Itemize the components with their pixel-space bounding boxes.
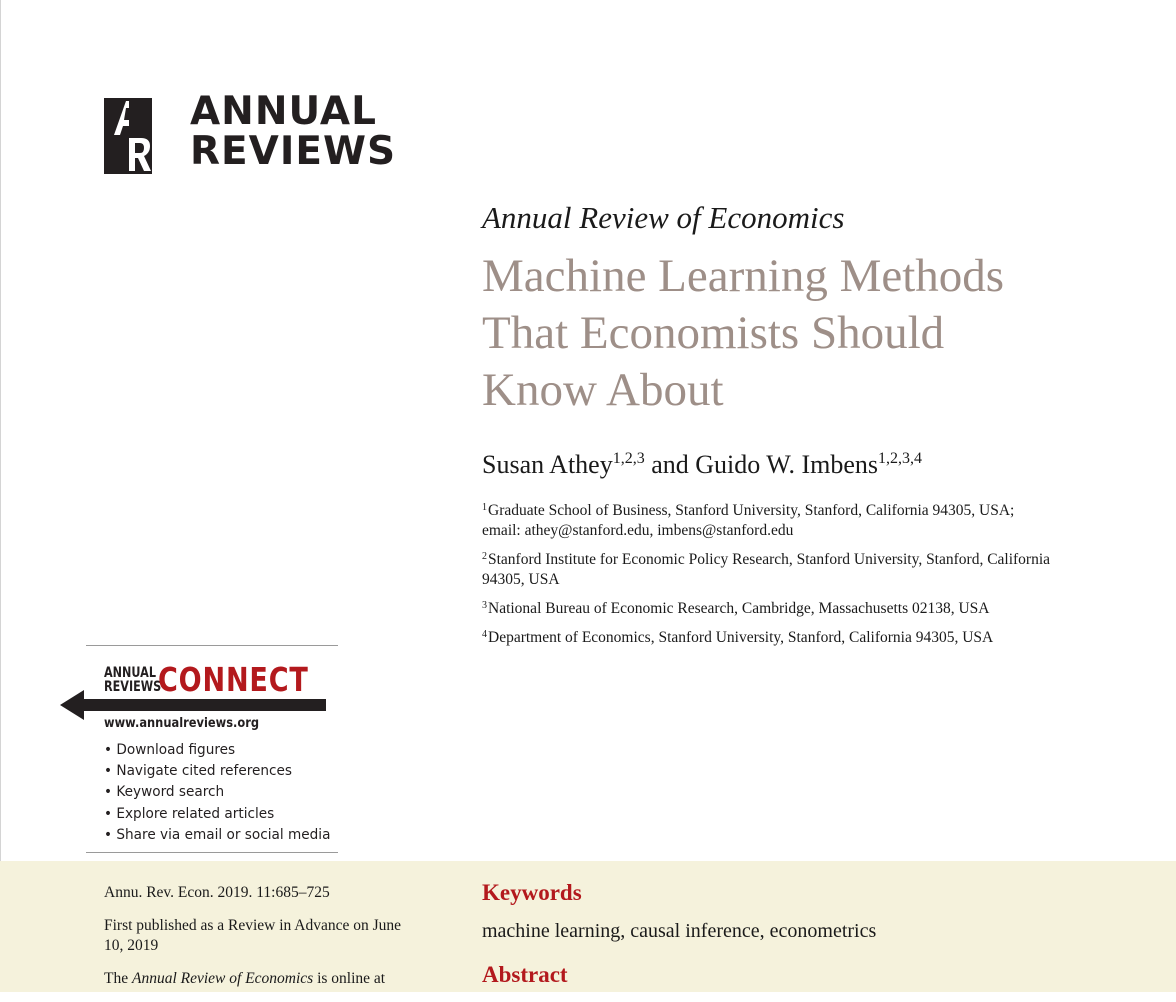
title-line: Know About [482,364,724,416]
connect-small-line: REVIEWS [104,678,162,695]
affiliation-number: 2 [482,551,487,562]
left-arrow-icon [60,690,326,720]
connect-feature-item: • Download figures [104,742,236,758]
article-title: Machine Learning Methods That Economists… [482,248,1122,419]
author-line: Susan Athey1,2,3 and Guido W. Imbens1,2,… [482,450,922,480]
connect-feature-item: • Keyword search [104,784,225,801]
affiliation-item: 3National Bureau of Economic Research, C… [482,596,1052,619]
annual-reviews-connect-box: ANNUAL REVIEWS CONNECT www.annualreviews… [60,645,338,853]
citation-online-journal: Annual Review of Economics [131,970,314,987]
author-affiliation-sup: 1,2,3,4 [878,450,923,467]
logo-word-annual: ANNUAL [190,89,377,134]
page-edge-rule [0,0,1,992]
ar-logo-mark-icon [104,98,152,174]
citation-block: Annu. Rev. Econ. 2019. 11:685–725 First … [104,883,404,1002]
abstract-heading: Abstract [482,962,568,987]
affiliation-item: 1Graduate School of Business, Stanford U… [482,498,1052,541]
author-conjunction: and [651,450,689,479]
connect-small-line: ANNUAL [104,664,156,681]
connect-url-link[interactable]: www.annualreviews.org [104,716,260,731]
citation-online-pre: The [104,970,132,987]
connect-feature-item: • Explore related articles [104,805,275,822]
affiliations: 1Graduate School of Business, Stanford U… [482,498,1052,654]
logo-word-reviews: REVIEWS [190,129,397,174]
connect-feature-list: • Download figures • Navigate cited refe… [104,740,345,846]
author-name: Susan Athey [482,450,613,479]
author-affiliation-sup: 1,2,3 [612,450,645,467]
journal-name: Annual Review of Economics [482,200,845,235]
connect-feature-item: • Share via email or social media [104,826,331,843]
affiliation-number: 3 [482,600,487,611]
affiliation-text: Stanford Institute for Economic Policy R… [482,551,1051,588]
connect-small-label: ANNUAL REVIEWS [104,664,162,695]
affiliation-item: 2Stanford Institute for Economic Policy … [482,547,1052,590]
connect-big-label: CONNECT [158,660,309,699]
keywords-heading: Keywords [482,880,582,905]
title-line: That Economists Should [482,307,945,359]
affiliation-number: 4 [482,629,487,640]
keywords-text: machine learning, causal inference, econ… [482,920,877,942]
connect-header: ANNUAL REVIEWS CONNECT [104,660,342,699]
connect-feature-item: • Navigate cited references [104,763,293,780]
affiliation-text: Department of Economics, Stanford Univer… [488,629,994,646]
citation-online: The Annual Review of Economics is online… [104,969,404,989]
citation-reference: Annu. Rev. Econ. 2019. 11:685–725 [104,884,330,901]
info-band [0,861,1176,992]
affiliation-item: 4Department of Economics, Stanford Unive… [482,625,1052,648]
author-name: Guido W. Imbens [695,450,879,479]
annual-reviews-logo: ANNUAL REVIEWS [104,92,397,174]
citation-published: First published as a Review in Advance o… [104,917,402,954]
title-line: Machine Learning Methods [482,250,1005,302]
affiliation-text: Graduate School of Business, Stanford Un… [482,502,1015,539]
affiliation-text: National Bureau of Economic Research, Ca… [488,600,990,617]
affiliation-number: 1 [482,502,487,513]
citation-online-post: is online at [313,970,386,987]
